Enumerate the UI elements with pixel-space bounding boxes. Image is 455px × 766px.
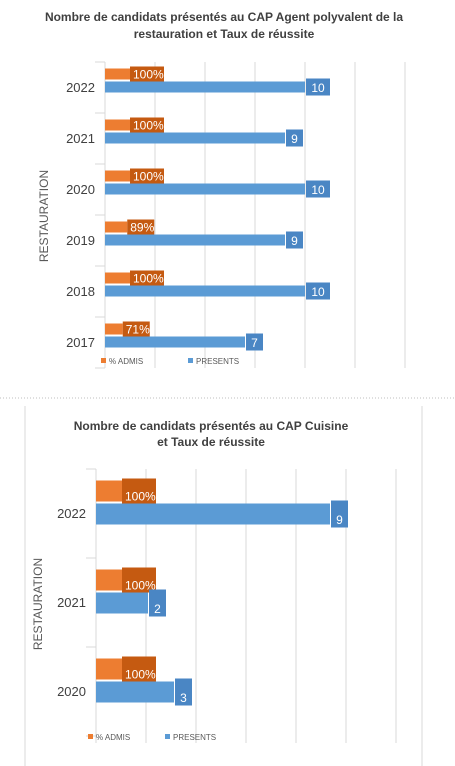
- chart2-bars: 2022 100% 9 2021 100% 2 2020 100% 3: [57, 478, 348, 706]
- chart1-bar-presents: [105, 132, 285, 144]
- chart1-data-label-admis: 100%: [133, 119, 164, 133]
- chart2-category-tick: 2022: [57, 506, 86, 521]
- chart2-data-label-bg-presents: [149, 589, 166, 617]
- chart1-bar-presents: [105, 285, 305, 297]
- chart2-data-label-bg-admis: [122, 478, 156, 504]
- chart1-data-label-presents: 10: [311, 81, 325, 95]
- chart1-title-line1: Nombre de candidats présentés au CAP Age…: [45, 10, 403, 24]
- chart2-legend-admis: % ADMIS: [96, 733, 130, 742]
- chart1-data-label-bg-presents: [306, 282, 330, 300]
- chart2-bar-presents: [96, 592, 148, 614]
- chart1-category-tick: 2019: [66, 233, 95, 248]
- chart1-data-label-bg-admis: [127, 219, 155, 235]
- chart1-data-label-bg-admis: [122, 321, 150, 337]
- chart2-data-label-bg-presents: [331, 500, 348, 528]
- chart2-bar-presents: [96, 681, 174, 703]
- chart1-data-label-presents: 9: [291, 132, 298, 146]
- chart1-data-label-presents: 9: [291, 234, 298, 248]
- chart1-bar-presents: [105, 336, 245, 348]
- chart1-data-label-admis: 89%: [130, 221, 154, 235]
- chart1-category-tick: 2018: [66, 284, 95, 299]
- chart1-bar-admis: [105, 272, 130, 284]
- chart1-data-label-bg-presents: [306, 180, 330, 198]
- chart1-data-label-bg-admis: [130, 168, 164, 184]
- chart2-category-tick: 2021: [57, 595, 86, 610]
- chart1-data-label-admis: 100%: [133, 68, 164, 82]
- chart1-y-axis-label: RESTAURATION: [37, 170, 51, 262]
- chart1-bars: 2022 100% 10 2021 100% 9 2020 100% 10 2019 89% 9 201…: [66, 66, 330, 351]
- chart1-gridlines: [95, 61, 406, 369]
- chart1-legend-swatch-admis: [101, 358, 106, 363]
- chart1-data-label-admis: 71%: [126, 323, 150, 337]
- chart1-bar-admis: [105, 170, 130, 182]
- chart1-legend-presents: PRESENTS: [196, 357, 239, 366]
- chart1-data-label-bg-presents: [286, 231, 303, 249]
- chart2-data-label-admis: 100%: [125, 668, 156, 682]
- chart2-legend-presents: PRESENTS: [173, 733, 216, 742]
- chart2-bar-presents: [96, 503, 330, 525]
- chart2-title-line1: Nombre de candidats présentés au CAP Cui…: [74, 419, 349, 433]
- chart1-bar-admis: [105, 119, 130, 131]
- chart2-bar-admis: [96, 658, 122, 680]
- chart2-y-axis-label: RESTAURATION: [31, 558, 45, 650]
- chart2-bar-admis: [96, 480, 122, 502]
- chart2-data-label-admis: 100%: [125, 490, 156, 504]
- chart1-category-tick: 2021: [66, 131, 95, 146]
- chart2-legend-swatch-admis: [88, 734, 93, 739]
- chart1-data-label-bg-presents: [306, 78, 330, 96]
- chart1-category-tick: 2020: [66, 182, 95, 197]
- chart2-title-line2: et Taux de réussite: [157, 435, 265, 449]
- chart1-data-label-admis: 100%: [133, 170, 164, 184]
- chart2-data-label-presents: 2: [154, 602, 161, 616]
- chart1-data-label-bg-admis: [130, 117, 164, 133]
- chart1-data-label-bg-admis: [130, 270, 164, 286]
- chart2-category-tick: 2020: [57, 684, 86, 699]
- chart2-bar-admis: [96, 569, 122, 591]
- chart1-bar-presents: [105, 183, 305, 195]
- chart1-legend: % ADMIS PRESENTS: [101, 357, 239, 366]
- chart1-category-tick: 2017: [66, 335, 95, 350]
- chart1-legend-swatch-presents: [188, 358, 193, 363]
- chart2-data-label-bg-admis: [122, 567, 156, 593]
- chart1-data-label-presents: 10: [311, 183, 325, 197]
- chart2-data-label-presents: 3: [180, 691, 187, 705]
- chart1-bar-admis: [105, 221, 128, 233]
- chart2-data-label-bg-presents: [175, 678, 192, 706]
- chart1-category-tick: 2022: [66, 80, 95, 95]
- chart1-data-label-bg-presents: [286, 129, 303, 147]
- chart1-data-label-admis: 100%: [133, 272, 164, 286]
- chart1-data-label-bg-admis: [130, 66, 164, 82]
- chart1-bar-admis: [105, 68, 130, 80]
- chart2-legend-swatch-presents: [165, 734, 170, 739]
- chart1-bar-admis: [105, 323, 123, 335]
- chart2-data-label-presents: 9: [336, 513, 343, 527]
- chart1-data-label-presents: 10: [311, 285, 325, 299]
- chart2-legend: % ADMIS PRESENTS: [88, 733, 216, 742]
- chart2-data-label-bg-admis: [122, 656, 156, 682]
- chart1-data-label-presents: 7: [251, 336, 258, 350]
- chart1-legend-admis: % ADMIS: [109, 357, 143, 366]
- chart1-title-line2: restauration et Taux de réussite: [134, 27, 315, 41]
- chart2-data-label-admis: 100%: [125, 579, 156, 593]
- chart1-bar-presents: [105, 234, 285, 246]
- chart1-bar-presents: [105, 81, 305, 93]
- chart1-data-label-bg-presents: [246, 333, 263, 351]
